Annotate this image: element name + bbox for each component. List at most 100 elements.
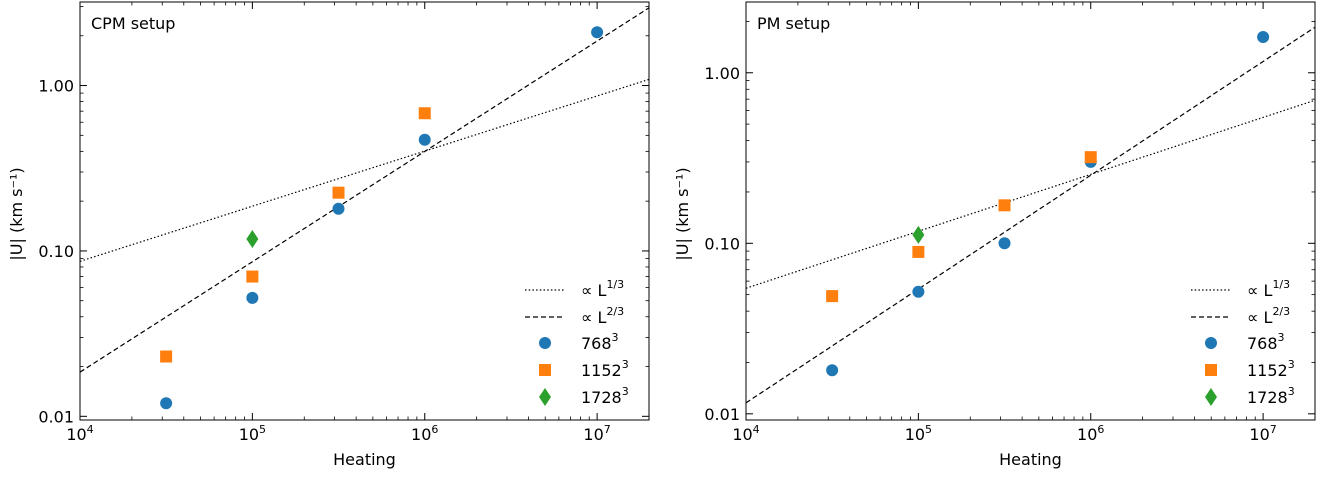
x-tick-label-base: 10 (66, 425, 86, 444)
legend-label-exponent: 3 (1278, 331, 1285, 344)
data-point (912, 225, 925, 244)
legend-marker (1205, 364, 1217, 376)
x-tick-label: 106 (1077, 423, 1104, 444)
plot-frame (745, 1, 1316, 421)
data-point (591, 26, 604, 39)
legend-label: 11523 (581, 358, 629, 380)
legend-label: ∝ L1/3 (581, 278, 624, 300)
data-point (1257, 31, 1270, 44)
legend-label-text: 1728 (1247, 388, 1288, 407)
data-point (826, 290, 839, 303)
data-point (418, 133, 431, 146)
legend-label-exponent: 2/3 (1272, 305, 1290, 318)
legend-label-text: 1728 (581, 388, 622, 407)
axis-ticks (79, 2, 649, 420)
data-point (912, 245, 925, 258)
legend-label-text: 768 (1247, 334, 1278, 353)
x-tick-label-base: 10 (1249, 425, 1269, 444)
legend-marker (539, 388, 551, 406)
legend-label: 11523 (1247, 358, 1295, 380)
x-tick-label-base: 10 (583, 425, 603, 444)
legend-label-exponent: 1/3 (1272, 278, 1290, 291)
plot-frame (79, 1, 650, 421)
fit-lines (80, 7, 649, 373)
data-point (998, 199, 1011, 212)
legend-label: ∝ L1/3 (1247, 278, 1290, 300)
legend-label-exponent: 3 (1288, 385, 1295, 398)
legend-marker (539, 364, 551, 376)
x-tick-label: 107 (1249, 423, 1276, 444)
x-tick-label: 104 (66, 423, 93, 444)
fit-line-one-third (746, 99, 1315, 289)
x-tick-label: 106 (411, 423, 438, 444)
legend-marker (539, 337, 551, 349)
data-point (246, 270, 259, 283)
x-tick-label-exponent: 7 (1270, 423, 1277, 436)
y-axis-label: |U| (km s⁻¹) (7, 167, 26, 260)
data-point (160, 397, 173, 410)
x-tick-label-base: 10 (732, 425, 752, 444)
data-point (912, 285, 925, 298)
legend-label: 7683 (1247, 331, 1285, 353)
legend-label: 17283 (581, 385, 629, 407)
legend-label: ∝ L2/3 (1247, 305, 1290, 327)
x-tick-label: 105 (239, 423, 266, 444)
x-tick-label-base: 10 (239, 425, 259, 444)
x-tick-label-exponent: 6 (431, 423, 438, 436)
x-tick-label-exponent: 4 (87, 423, 94, 436)
legend-label-text: 1152 (581, 361, 622, 380)
legend-label-exponent: 3 (622, 358, 629, 371)
data-point (998, 237, 1011, 250)
x-tick-label-base: 10 (411, 425, 431, 444)
data-point (418, 107, 431, 120)
legend-label-exponent: 2/3 (606, 305, 624, 318)
x-tick-label: 104 (732, 423, 759, 444)
x-tick-label-exponent: 5 (259, 423, 266, 436)
series-1152 (826, 151, 1097, 303)
legend-label-text: ∝ L (581, 281, 607, 300)
series-1728 (246, 230, 259, 249)
legend-label-exponent: 3 (622, 385, 629, 398)
fit-line-two-thirds (80, 7, 649, 373)
series-768 (160, 26, 604, 410)
legend-label: ∝ L2/3 (581, 305, 624, 327)
x-axis-label: Heating (333, 450, 396, 469)
legend-marker (1205, 337, 1217, 349)
x-tick-label-exponent: 6 (1097, 423, 1104, 436)
data-point (160, 350, 173, 363)
legend-label-exponent: 3 (1288, 358, 1295, 371)
fit-line-one-third (80, 78, 649, 262)
y-tick-label: 0.01 (704, 405, 740, 424)
axis-ticks (745, 2, 1315, 420)
x-tick-label-exponent: 4 (753, 423, 760, 436)
data-point (246, 291, 259, 304)
legend-marker (1205, 388, 1217, 406)
x-axis-label: Heating (999, 450, 1062, 469)
data-point (332, 202, 345, 215)
panel-title: PM setup (757, 14, 830, 33)
x-tick-label-exponent: 7 (604, 423, 611, 436)
data-point (246, 230, 259, 249)
data-point (332, 186, 345, 199)
y-tick-label: 0.01 (38, 407, 74, 426)
x-tick-label: 105 (905, 423, 932, 444)
x-tick-label-base: 10 (905, 425, 925, 444)
x-tick-label-exponent: 5 (925, 423, 932, 436)
fit-lines (746, 26, 1315, 404)
x-tick-label: 107 (583, 423, 610, 444)
y-tick-label: 1.00 (38, 77, 74, 96)
panel-title: CPM setup (91, 14, 175, 33)
x-tick-label-base: 10 (1077, 425, 1097, 444)
data-point (826, 364, 839, 377)
legend-label: 17283 (1247, 385, 1295, 407)
series-1728 (912, 225, 925, 244)
legend-label-text: ∝ L (1247, 281, 1273, 300)
series-1152 (160, 107, 431, 363)
fit-line-two-thirds (746, 26, 1315, 404)
y-tick-label: 1.00 (704, 64, 740, 83)
